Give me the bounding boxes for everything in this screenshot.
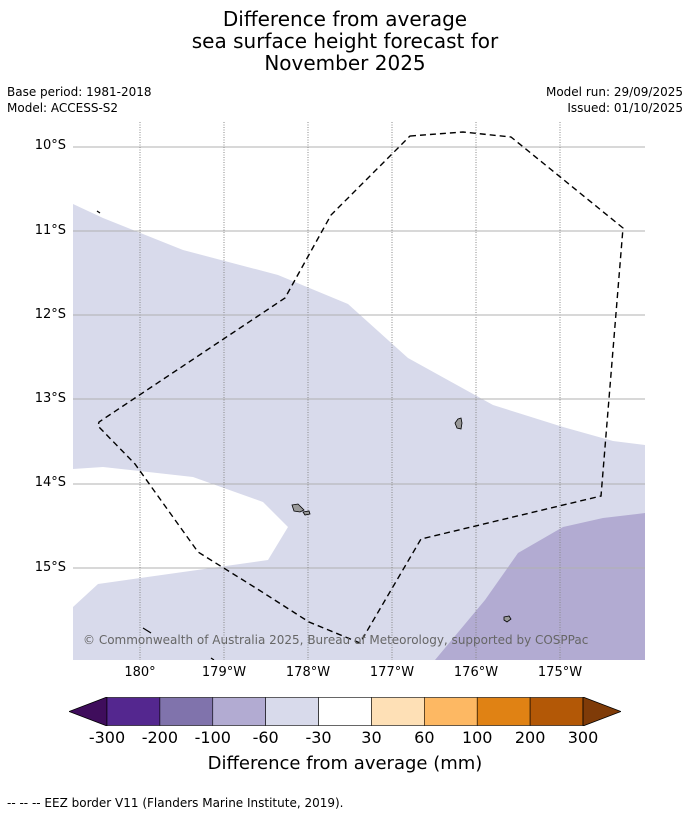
model-name: Model: ACCESS-S2 [7, 101, 119, 115]
colorbar-arrow-min [69, 697, 108, 726]
colorbar-tick-label: 300 [567, 728, 599, 747]
colorbar-tick-label: 30 [361, 728, 382, 747]
lat-label-13s: 13°S [34, 391, 66, 406]
colorbar-segment [318, 697, 372, 726]
lat-label-11s: 11°S [34, 223, 66, 238]
lon-label-179w: 179°W [201, 665, 247, 680]
lon-label-180: 180° [124, 665, 156, 680]
lat-label-12s: 12°S [34, 307, 66, 322]
colorbar-tick-label: -60 [252, 728, 279, 747]
colorbar-segment [424, 697, 478, 726]
lat-label-15s: 15°S [34, 560, 66, 575]
lat-label-14s: 14°S [34, 475, 66, 490]
issued-date: Issued: 01/10/2025 [567, 101, 683, 115]
map-panel [73, 122, 645, 660]
map-canvas [73, 122, 645, 660]
colorbar-tick-label: 100 [461, 728, 493, 747]
colorbar-tick-label: -100 [194, 728, 231, 747]
lon-label-175w: 175°W [537, 665, 583, 680]
colorbar-segment [265, 697, 319, 726]
lat-label-10s: 10°S [34, 138, 66, 153]
colorbar-tick-label: 200 [514, 728, 546, 747]
colorbar-segment [371, 697, 425, 726]
colorbar-tick-label: -300 [88, 728, 126, 747]
meta-right: Model run: 29/09/2025 Issued: 01/10/2025 [546, 84, 683, 116]
island-west [291, 503, 305, 513]
chart-title: Difference from average sea surface heig… [0, 8, 690, 74]
colorbar-tick-label: -200 [141, 728, 179, 747]
island-south [503, 615, 512, 623]
lon-gridlines [139, 122, 561, 660]
lon-label-176w: 176°W [453, 665, 499, 680]
colorbar [69, 697, 621, 726]
colorbar-title: Difference from average (mm) [207, 753, 483, 774]
model-run: Model run: 29/09/2025 [545, 85, 683, 99]
title-line-2: sea surface height forecast for [191, 29, 499, 53]
base-period: Base period: 1981-2018 [7, 85, 152, 99]
colorbar-segment [106, 697, 161, 726]
colorbar-segment [476, 697, 531, 726]
lon-label-178w: 178°W [285, 665, 331, 680]
colorbar-arrow-max [582, 697, 621, 726]
lon-label-177w: 177°W [369, 665, 415, 680]
island-west-small [302, 510, 311, 516]
eez-fragment-top [96, 210, 101, 214]
island-east [454, 417, 463, 430]
eez-footnote: -- -- -- EEZ border V11 (Flanders Marine… [7, 796, 344, 810]
anomaly-region-light [73, 204, 645, 660]
eez-fragment-bottom [142, 627, 152, 634]
colorbar-tick-label: -30 [305, 728, 332, 747]
colorbar-segment [529, 697, 584, 726]
anomaly-region-medium [435, 513, 645, 660]
eez-fragment-bottom-2 [210, 657, 215, 660]
lat-gridlines [73, 146, 645, 569]
title-line-3: November 2025 [264, 51, 426, 75]
title-line-1: Difference from average [222, 7, 468, 31]
colorbar-segment [159, 697, 214, 726]
meta-left: Base period: 1981-2018 Model: ACCESS-S2 [7, 84, 152, 116]
copyright-notice: © Commonwealth of Australia 2025, Bureau… [83, 633, 589, 647]
colorbar-tick-label: 60 [414, 728, 435, 747]
colorbar-segment [212, 697, 266, 726]
eez-border-polygon [97, 131, 624, 644]
